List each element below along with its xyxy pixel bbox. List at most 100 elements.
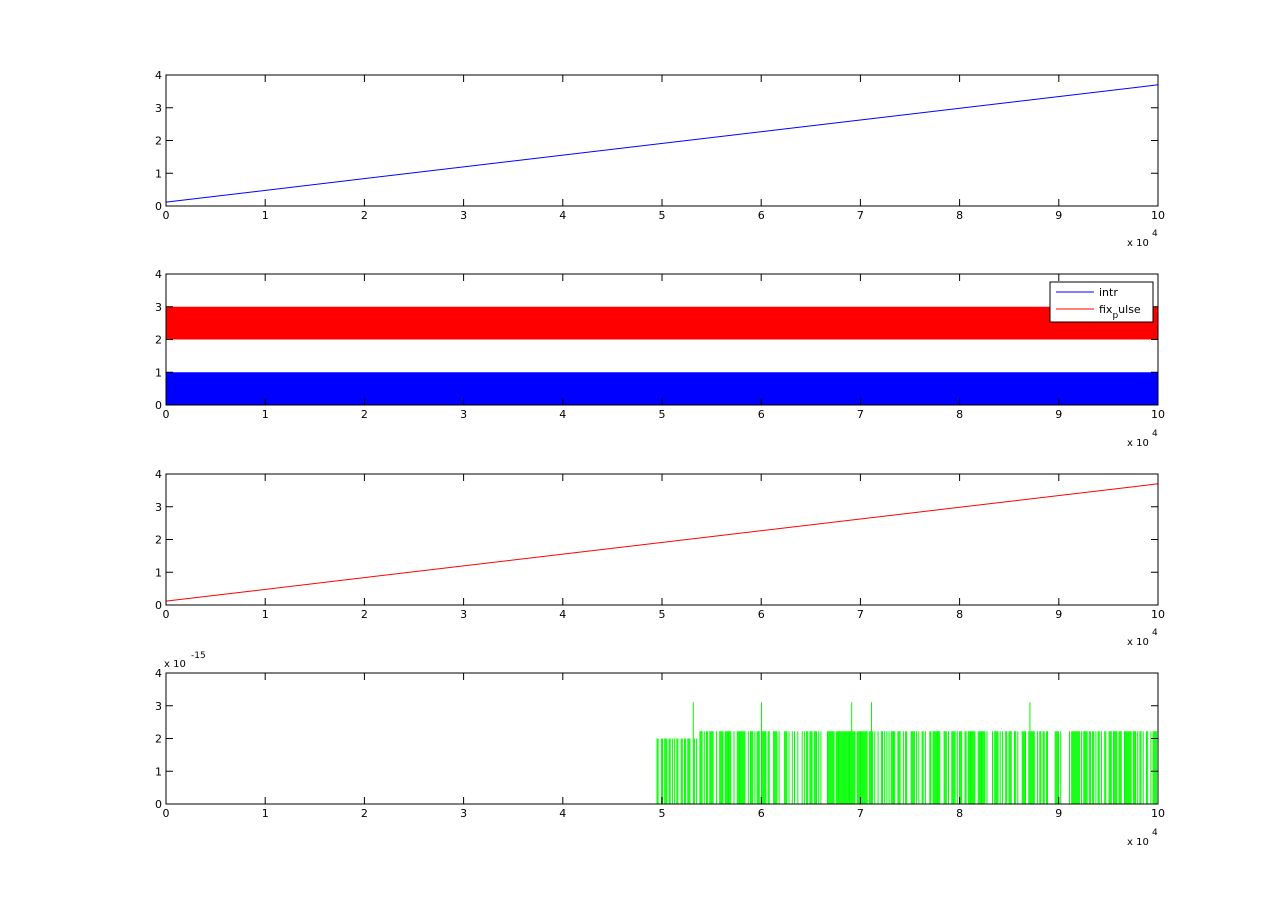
y-tick-label: 0 bbox=[155, 399, 162, 412]
x-tick-label: 4 bbox=[559, 807, 566, 820]
legend-box bbox=[1049, 281, 1154, 323]
legend-label-intr-main: intr bbox=[1099, 286, 1118, 299]
x-tick-label: 0 bbox=[163, 608, 170, 621]
legend-label-intr: intr bbox=[1099, 286, 1118, 299]
subplot-3-ticks: 0 1 2 3 4 5 6 7 8 9 10 0 1 2 3 4 bbox=[155, 468, 1165, 621]
y-tick-label: 4 bbox=[155, 667, 162, 680]
x-multiplier-exponent: 4 bbox=[1152, 429, 1158, 439]
x-tick-label: 5 bbox=[659, 807, 666, 820]
legend-label-fix-pulse-main: fix bbox=[1099, 303, 1113, 316]
subplot-3-series bbox=[165, 483, 1159, 602]
subplot-1-ticks: 0 1 2 3 4 5 6 7 8 9 10 0 1 2 3 4 bbox=[155, 69, 1165, 222]
x-tick-label: 2 bbox=[361, 408, 368, 421]
x-tick-label: 1 bbox=[262, 209, 269, 222]
y-tick-label: 0 bbox=[155, 599, 162, 612]
subplot-2-x-multiplier: x 10 4 bbox=[1127, 429, 1158, 449]
subplot-1-series bbox=[165, 84, 1159, 203]
x-tick-label: 7 bbox=[857, 608, 864, 621]
subplot-1: 0 1 2 3 4 5 6 7 8 9 10 0 1 2 3 4 x 10 4 bbox=[155, 69, 1165, 249]
x-tick-label: 4 bbox=[559, 408, 566, 421]
legend: intr fixpulse bbox=[1049, 281, 1154, 323]
series-2-band bbox=[166, 306, 1158, 340]
y-tick-label: 0 bbox=[155, 200, 162, 213]
x-tick-label: 9 bbox=[1055, 608, 1062, 621]
y-tick-label: 2 bbox=[155, 733, 162, 746]
x-tick-label: 4 bbox=[559, 209, 566, 222]
y-tick-label: 3 bbox=[155, 301, 162, 314]
y-tick-label: 2 bbox=[155, 334, 162, 347]
x-tick-label: 1 bbox=[262, 408, 269, 421]
x-tick-label: 1 bbox=[262, 608, 269, 621]
x-tick-label: 3 bbox=[460, 807, 467, 820]
x-tick-label: 9 bbox=[1055, 209, 1062, 222]
x-tick-label: 7 bbox=[857, 209, 864, 222]
x-multiplier-base: x 10 bbox=[1127, 637, 1149, 648]
legend-label-fix-pulse-subscript: p bbox=[1112, 311, 1118, 321]
y-tick-label: 3 bbox=[155, 102, 162, 115]
x-tick-label: 0 bbox=[163, 408, 170, 421]
subplot-4-y-multiplier: x 10 -15 bbox=[164, 651, 206, 670]
x-tick-label: 3 bbox=[460, 408, 467, 421]
x-tick-label: 10 bbox=[1151, 408, 1165, 421]
y-multiplier-exponent: -15 bbox=[191, 651, 206, 661]
x-tick-label: 6 bbox=[758, 209, 765, 222]
x-tick-label: 5 bbox=[659, 209, 666, 222]
subplot-3: 0 1 2 3 4 5 6 7 8 9 10 0 1 2 3 4 x 10 4 bbox=[155, 468, 1165, 648]
x-tick-label: 2 bbox=[361, 608, 368, 621]
x-tick-label: 3 bbox=[460, 209, 467, 222]
x-tick-label: 9 bbox=[1055, 408, 1062, 421]
y-tick-label: 2 bbox=[155, 534, 162, 547]
y-tick-label: 1 bbox=[155, 566, 162, 579]
x-multiplier-exponent: 4 bbox=[1152, 828, 1158, 838]
y-tick-label: 1 bbox=[155, 366, 162, 379]
y-multiplier-base: x 10 bbox=[164, 659, 186, 670]
y-tick-label: 4 bbox=[155, 268, 162, 281]
subplot-1-x-multiplier: x 10 4 bbox=[1127, 229, 1158, 249]
x-multiplier-base: x 10 bbox=[1127, 438, 1149, 449]
series-1-spikes bbox=[656, 702, 1159, 804]
y-tick-label: 3 bbox=[155, 700, 162, 713]
subplot-4-ticks: 0 1 2 3 4 5 6 7 8 9 10 0 1 2 3 4 bbox=[155, 667, 1165, 820]
y-tick-label: 4 bbox=[155, 468, 162, 481]
x-multiplier-base: x 10 bbox=[1127, 238, 1149, 249]
x-tick-label: 10 bbox=[1151, 209, 1165, 222]
x-tick-label: 8 bbox=[956, 209, 963, 222]
x-tick-label: 3 bbox=[460, 608, 467, 621]
subplot-2-series bbox=[166, 306, 1158, 405]
y-tick-label: 4 bbox=[155, 69, 162, 82]
x-tick-label: 9 bbox=[1055, 807, 1062, 820]
subplot-2-ticks: 0 1 2 3 4 5 6 7 8 9 10 0 1 2 3 4 bbox=[155, 268, 1165, 421]
series-1-line bbox=[165, 483, 1159, 602]
x-tick-label: 1 bbox=[262, 807, 269, 820]
x-multiplier-base: x 10 bbox=[1127, 837, 1149, 848]
y-tick-label: 3 bbox=[155, 501, 162, 514]
x-tick-label: 5 bbox=[659, 608, 666, 621]
x-tick-label: 7 bbox=[857, 408, 864, 421]
legend-label-fix-pulse: fixpulse bbox=[1099, 303, 1141, 321]
y-tick-label: 1 bbox=[155, 765, 162, 778]
x-tick-label: 0 bbox=[163, 807, 170, 820]
x-tick-label: 6 bbox=[758, 608, 765, 621]
x-tick-label: 6 bbox=[758, 807, 765, 820]
subplot-3-x-multiplier: x 10 4 bbox=[1127, 628, 1158, 648]
y-tick-label: 2 bbox=[155, 135, 162, 148]
x-tick-label: 10 bbox=[1151, 807, 1165, 820]
subplot-4: 0 1 2 3 4 5 6 7 8 9 10 0 1 2 3 4 x 10 4 x 10 -15 bbox=[155, 651, 1165, 848]
series-1-line bbox=[165, 84, 1159, 203]
x-multiplier-exponent: 4 bbox=[1152, 628, 1158, 638]
x-tick-label: 8 bbox=[956, 408, 963, 421]
subplot-2: 0 1 2 3 4 5 6 7 8 9 10 0 1 2 3 4 x 10 4 intr fixpulse bbox=[155, 268, 1165, 449]
x-tick-label: 8 bbox=[956, 807, 963, 820]
y-tick-label: 1 bbox=[155, 167, 162, 180]
x-tick-label: 2 bbox=[361, 807, 368, 820]
x-multiplier-exponent: 4 bbox=[1152, 229, 1158, 239]
x-tick-label: 7 bbox=[857, 807, 864, 820]
x-tick-label: 0 bbox=[163, 209, 170, 222]
x-tick-label: 6 bbox=[758, 408, 765, 421]
x-tick-label: 8 bbox=[956, 608, 963, 621]
legend-label-fix-pulse-rest: ulse bbox=[1118, 303, 1141, 316]
x-tick-label: 5 bbox=[659, 408, 666, 421]
subplot-4-x-multiplier: x 10 4 bbox=[1127, 828, 1158, 848]
